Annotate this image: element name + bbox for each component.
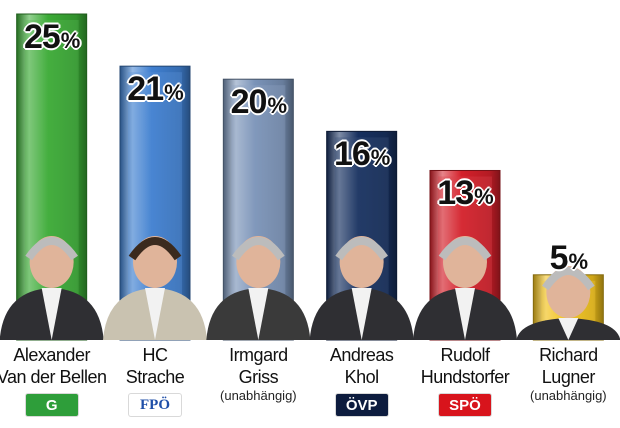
name-line-2: Griss — [238, 367, 279, 387]
value-label-5: 13% — [437, 174, 493, 213]
candidate-photo — [103, 236, 207, 340]
name-line-2: Strache — [125, 367, 185, 387]
candidate-name-2: HC Strache — [100, 344, 210, 388]
name-line-1: HC — [142, 345, 169, 365]
value-label-6: 5% — [549, 238, 588, 277]
name-line-2: Lugner — [541, 367, 596, 387]
name-line-2: Khol — [344, 367, 380, 387]
name-line-1: Rudolf — [440, 345, 490, 365]
candidate-name-1: Alexander Van der Bellen — [0, 344, 107, 388]
name-line-1: Richard — [539, 345, 598, 365]
party-logo-fpoe: FPÖ — [129, 394, 181, 416]
value-label-1: 25% — [23, 18, 80, 56]
party-logo-g: G — [25, 394, 78, 416]
candidate-photo — [413, 236, 517, 340]
party-logo-oevp: ÖVP — [335, 394, 388, 416]
name-line-1: Irmgard — [229, 345, 288, 365]
name-line-2: Hundstorfer — [420, 367, 510, 387]
name-line-2: Van der Bellen — [0, 367, 107, 387]
independent-label: (unabhängig) — [220, 388, 297, 403]
candidate-photo — [309, 236, 414, 340]
candidate-photo — [516, 266, 620, 340]
party-logo-spoe: SPÖ — [439, 394, 491, 416]
value-label-3: 20% — [230, 83, 287, 122]
value-label-4: 16% — [333, 135, 390, 174]
candidate-photo — [0, 236, 104, 340]
candidate-name-5: Rudolf Hundstorfer — [410, 344, 520, 388]
independent-label: (unabhängig) — [530, 388, 607, 403]
name-line-1: Alexander — [13, 345, 90, 365]
candidate-name-6: Richard Lugner (unabhängig) — [513, 344, 620, 404]
candidate-name-4: Andreas Khol — [307, 344, 417, 388]
candidate-name-3: Irmgard Griss (unabhängig) — [203, 344, 313, 404]
value-label-2: 21% — [127, 70, 183, 109]
name-line-1: Andreas — [329, 345, 394, 365]
candidate-photo — [206, 236, 311, 340]
